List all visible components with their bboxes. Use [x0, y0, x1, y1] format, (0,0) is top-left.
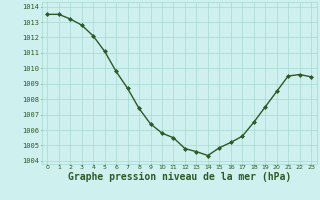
X-axis label: Graphe pression niveau de la mer (hPa): Graphe pression niveau de la mer (hPa) — [68, 172, 291, 182]
